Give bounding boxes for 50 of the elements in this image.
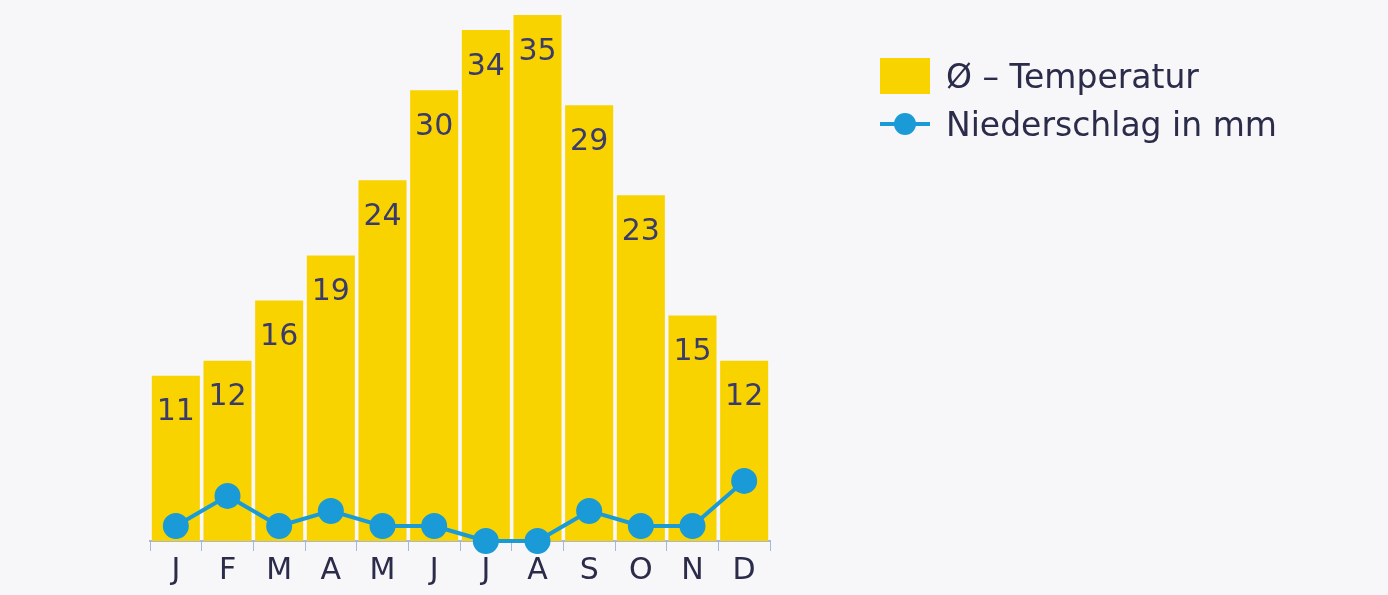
data-label: 11 (156, 392, 195, 428)
data-label: 29 (570, 121, 609, 157)
point (369, 512, 396, 539)
bar (306, 255, 355, 541)
x-tick-label: M (369, 550, 396, 586)
point (266, 512, 293, 539)
data-label: 30 (415, 106, 454, 142)
bar (203, 360, 252, 541)
x-tick-label: A (527, 550, 549, 586)
legend-label: Niederschlag in mm (946, 104, 1277, 144)
point (472, 528, 499, 554)
bar (255, 300, 304, 541)
data-label: 12 (208, 377, 247, 413)
data-label: 16 (260, 317, 299, 353)
data-label: 35 (518, 31, 557, 67)
x-tick-label: F (218, 550, 237, 586)
bar (151, 375, 200, 541)
data-label: 12 (725, 377, 764, 413)
point (679, 512, 706, 539)
point (421, 512, 448, 539)
point (576, 497, 603, 524)
legend-label: Ø – Temperatur (946, 56, 1199, 96)
data-label: 19 (311, 272, 350, 308)
bar (720, 360, 769, 541)
bar (616, 195, 665, 541)
point (317, 497, 344, 524)
x-tick-label: N (681, 550, 704, 586)
point (731, 467, 758, 494)
x-tick-label: J (427, 550, 439, 586)
bar (565, 105, 614, 541)
data-label: 24 (363, 197, 402, 233)
bar (668, 315, 717, 541)
point (162, 512, 189, 539)
bar (461, 30, 510, 541)
x-tick-label: O (629, 550, 653, 586)
x-tick-label: D (732, 550, 756, 586)
point (214, 482, 241, 509)
data-label: 15 (673, 332, 712, 368)
bar (358, 180, 407, 541)
x-tick-label: J (479, 550, 491, 586)
x-tick-label: M (266, 550, 293, 586)
bar (513, 15, 562, 541)
data-label: 34 (466, 46, 505, 82)
data-label: 23 (621, 212, 660, 248)
bar (410, 90, 459, 541)
x-tick-label: J (169, 550, 181, 586)
x-tick-label: A (320, 550, 342, 586)
point (627, 512, 654, 539)
point (524, 528, 551, 554)
x-tick-label: S (579, 550, 599, 586)
